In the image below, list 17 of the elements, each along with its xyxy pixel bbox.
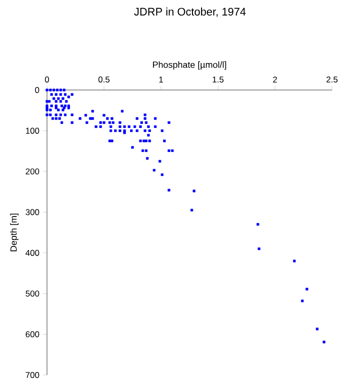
y-tick-label: 400 — [26, 250, 40, 256]
x-tick-label: 2.5 — [326, 76, 338, 82]
y-tick-label: 200 — [26, 168, 40, 174]
chart-title: JDRP in October, 1974 — [134, 8, 246, 17]
y-tick-label: 100 — [26, 128, 40, 134]
x-tick-label: 0 — [44, 76, 50, 82]
y-axis-title: Depth [m] — [10, 214, 19, 252]
x-tick-label: 1 — [159, 76, 163, 82]
y-tick-label: 700 — [26, 372, 40, 378]
x-tick-label: 1.5 — [212, 76, 224, 82]
x-tick-label: 2 — [273, 76, 277, 82]
y-tick-label: 600 — [26, 331, 40, 338]
y-tick-label: 500 — [26, 290, 40, 297]
y-tick-label: 300 — [26, 209, 40, 216]
x-tick-label: 0.5 — [98, 76, 110, 82]
x-axis-title: Phosphate [µmol/l] — [153, 61, 226, 70]
y-tick-label: 0 — [35, 87, 40, 93]
